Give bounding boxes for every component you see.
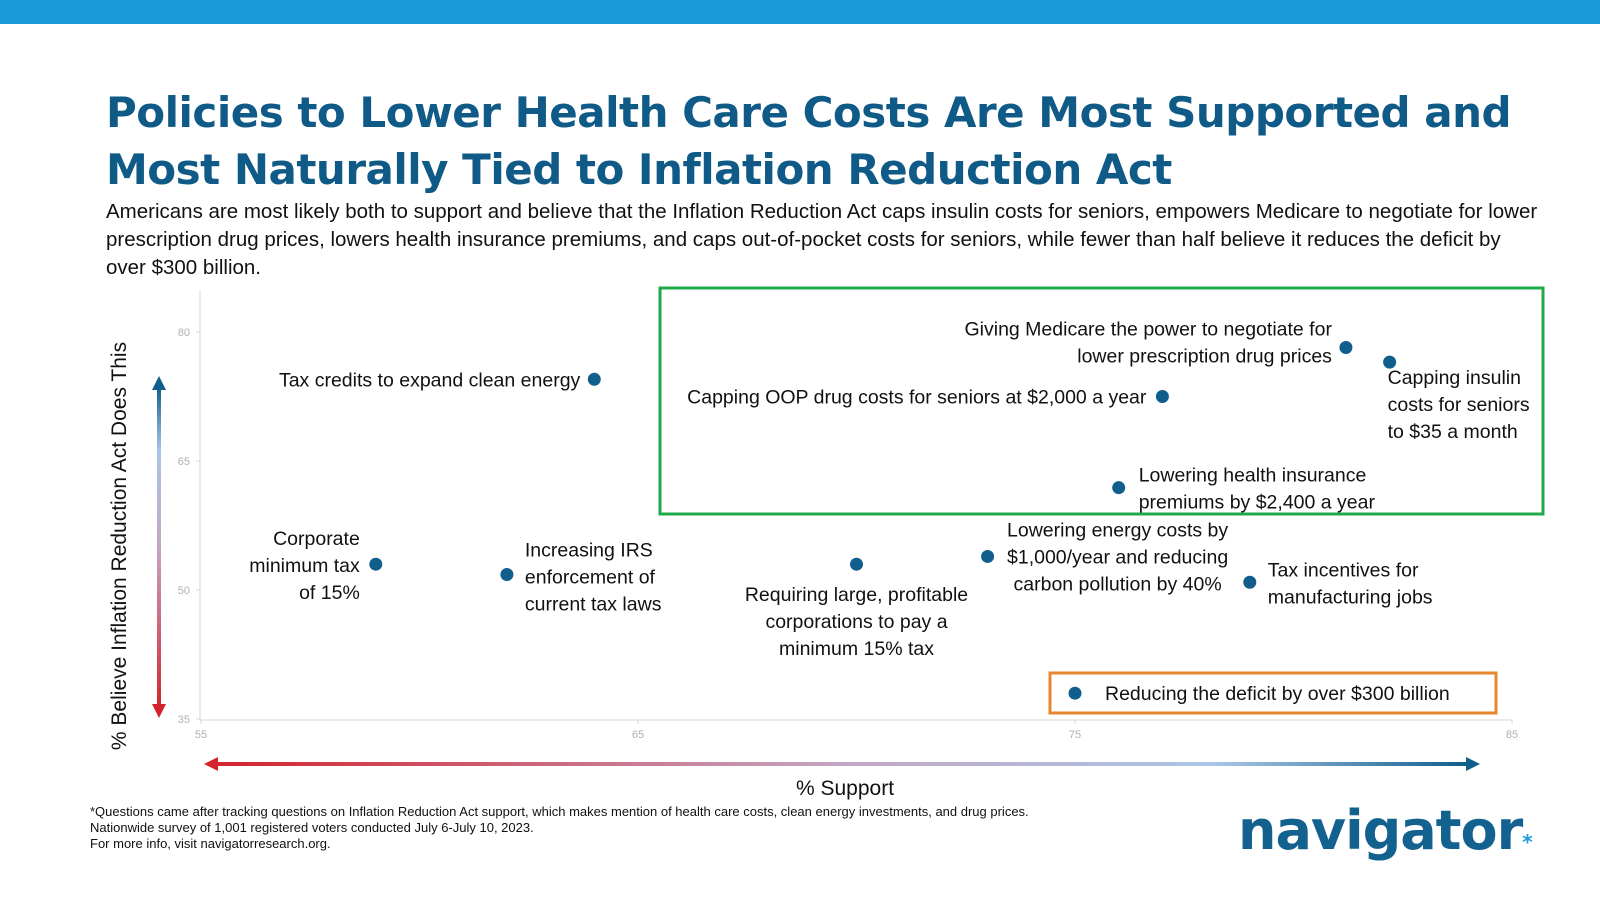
point-label-line: Tax incentives for bbox=[1268, 559, 1419, 581]
y-tick-label: 80 bbox=[178, 327, 190, 339]
point-label-line: corporations to pay a bbox=[765, 611, 947, 633]
y-axis-label: % Believe Inflation Reduction Act Does T… bbox=[108, 342, 131, 750]
x-axis-arrowhead-right bbox=[1466, 757, 1480, 771]
point-label: Requiring large, profitable corporations … bbox=[745, 584, 968, 660]
point-label-line: Tax credits to expand clean energy bbox=[279, 369, 581, 391]
point-label-line: Increasing IRS bbox=[525, 540, 653, 562]
point-label-line: to $35 a month bbox=[1388, 421, 1518, 443]
y-tick-label: 50 bbox=[178, 585, 190, 597]
logo-mark: * bbox=[1522, 830, 1533, 854]
point-label: Lowering energy costs by $1,000/year and … bbox=[1007, 519, 1228, 595]
point-label: Increasing IRS enforcement of current tax … bbox=[525, 540, 662, 616]
y-axis-arrowhead-top bbox=[152, 376, 166, 390]
point-label-line: Requiring large, profitable bbox=[745, 584, 968, 606]
title-line-1: Policies to Lower Health Care Costs Are … bbox=[106, 88, 1512, 137]
point-label-line: minimum 15% tax bbox=[779, 638, 934, 660]
scatter-point bbox=[1068, 686, 1082, 700]
point-label-line: Lowering energy costs by bbox=[1007, 519, 1228, 541]
y-axis-gradient-arrow-shaft bbox=[157, 386, 161, 708]
point-label-line: Reducing the deficit by over $300 billio… bbox=[1105, 683, 1450, 705]
point-label-line: Giving Medicare the power to negotiate f… bbox=[964, 318, 1332, 340]
scatter-point bbox=[1383, 355, 1397, 369]
x-axis-gradient-arrow-shaft bbox=[214, 762, 1467, 766]
scatter-point bbox=[500, 568, 514, 582]
scatter-point bbox=[1155, 390, 1169, 403]
point-label-line: Capping insulin bbox=[1388, 367, 1521, 389]
point-label-line: current tax laws bbox=[525, 594, 662, 616]
logo-wordmark: navigator bbox=[1238, 799, 1523, 862]
point-label: Capping insulin costs for seniors to $35 a… bbox=[1388, 367, 1530, 443]
point-label-line: of 15% bbox=[299, 582, 360, 604]
x-tick-label: 55 bbox=[195, 729, 207, 741]
x-tick-label: 75 bbox=[1069, 729, 1081, 741]
point-label: Reducing the deficit by over $300 billio… bbox=[1105, 683, 1450, 705]
point-label: Giving Medicare the power to negotiate f… bbox=[964, 318, 1332, 367]
point-label-line: enforcement of bbox=[525, 567, 656, 589]
point-label-line: manufacturing jobs bbox=[1268, 586, 1433, 608]
navigator-logo: navigator* bbox=[1238, 796, 1533, 866]
scatter-point bbox=[850, 557, 863, 571]
x-tick-label: 65 bbox=[632, 729, 644, 741]
point-label-line: Capping OOP drug costs for seniors at $2… bbox=[687, 387, 1147, 409]
point-label-line: carbon pollution by 40% bbox=[1014, 573, 1222, 595]
footnotes: *Questions came after tracking questions… bbox=[90, 804, 1029, 852]
page-subtitle: Americans are most likely both to suppor… bbox=[106, 200, 1538, 279]
highlight-box-health-care bbox=[658, 286, 1545, 516]
page-title: Policies to Lower Health Care Costs Are … bbox=[106, 84, 1526, 198]
y-axis-arrowhead-bottom bbox=[152, 704, 166, 718]
scatter-point bbox=[587, 372, 601, 386]
point-label: Capping OOP drug costs for seniors at $2… bbox=[687, 387, 1147, 409]
x-axis-label: % Support bbox=[796, 777, 894, 800]
title-line-2: Most Naturally Tied to Inflation Reducti… bbox=[106, 145, 1172, 194]
point-label: Corporate minimum tax of 15% bbox=[249, 528, 360, 604]
point-label-line: $1,000/year and reducing bbox=[1007, 546, 1228, 568]
chart-plot-area: 35 50 65 80 55 65 75 85 % Support % Believe Infla… bbox=[108, 286, 1545, 800]
point-label-line: minimum tax bbox=[249, 555, 360, 577]
point-label-line: lower prescription drug prices bbox=[1077, 345, 1332, 367]
point-label-line: premiums by $2,400 a year bbox=[1139, 492, 1376, 514]
footnote-more-info: For more info, visit navigatorresearch.o… bbox=[90, 836, 331, 851]
x-tick-label: 85 bbox=[1506, 729, 1518, 741]
point-label-line: costs for seniors bbox=[1388, 394, 1530, 416]
y-tick-label: 35 bbox=[178, 714, 190, 726]
footnote-question-order: *Questions came after tracking questions… bbox=[90, 804, 1029, 819]
top-accent-bar bbox=[0, 0, 1600, 24]
scatter-point bbox=[1243, 575, 1257, 589]
point-label-line: Lowering health insurance bbox=[1139, 465, 1367, 487]
point-label: Tax incentives for manufacturing jobs bbox=[1268, 559, 1433, 608]
point-label-line: Corporate bbox=[273, 528, 360, 550]
scatter-point bbox=[1112, 481, 1126, 495]
scatter-point bbox=[981, 549, 995, 563]
scatter-point bbox=[1339, 340, 1353, 354]
scatter-point bbox=[369, 557, 383, 571]
highlight-box-deficit bbox=[1048, 671, 1498, 715]
point-label: Tax credits to expand clean energy bbox=[279, 369, 581, 391]
y-tick-label: 65 bbox=[178, 456, 190, 468]
x-axis-arrowhead-left bbox=[204, 757, 218, 771]
point-label: Lowering health insurance premiums by $2,… bbox=[1139, 465, 1376, 514]
footnote-survey-details: Nationwide survey of 1,001 registered vo… bbox=[90, 820, 534, 835]
